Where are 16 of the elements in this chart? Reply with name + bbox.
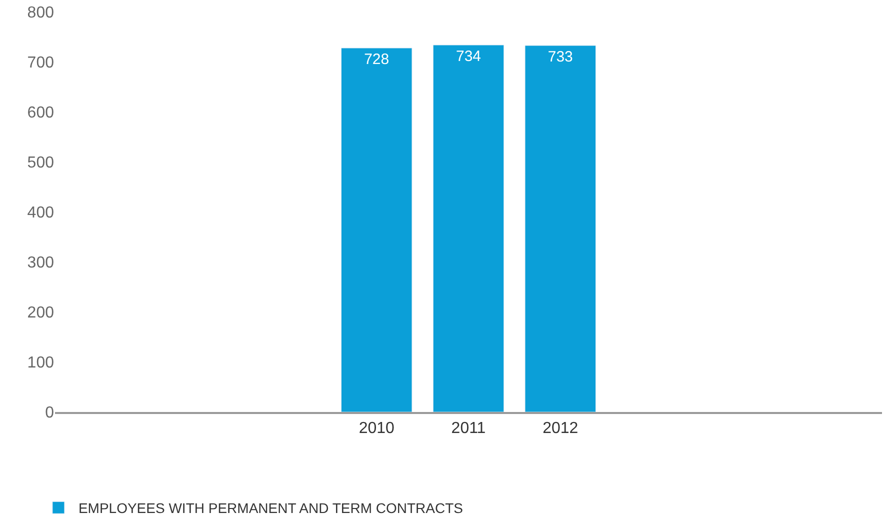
y-tick-label: 300 bbox=[27, 254, 54, 272]
y-tick-label: 700 bbox=[27, 54, 54, 72]
y-tick-label: 600 bbox=[27, 104, 54, 122]
y-tick-label: 800 bbox=[27, 4, 54, 22]
data-label: 733 bbox=[548, 48, 573, 66]
y-tick-label: 500 bbox=[27, 154, 54, 172]
x-tick-label: 2010 bbox=[358, 420, 395, 438]
y-tick-label: 400 bbox=[27, 204, 54, 222]
x-tick-label: 2011 bbox=[451, 420, 486, 438]
legend-label: EMPLOYEES WITH PERMANENT AND TERM CONTRACTS bbox=[78, 500, 463, 516]
data-label: 734 bbox=[456, 48, 482, 65]
data-label: 728 bbox=[364, 51, 390, 68]
y-tick-label: 100 bbox=[27, 354, 54, 372]
y-tick-label: 0 bbox=[45, 404, 54, 422]
x-tick-label: 2012 bbox=[542, 420, 578, 438]
y-tick-label: 200 bbox=[27, 304, 54, 322]
